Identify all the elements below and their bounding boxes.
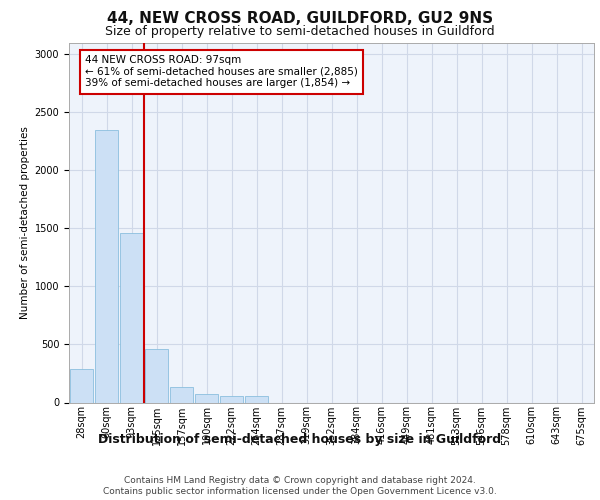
Bar — [95, 130, 118, 402]
Bar — [194, 394, 218, 402]
Bar — [170, 388, 193, 402]
Bar — [220, 396, 244, 402]
Text: 44, NEW CROSS ROAD, GUILDFORD, GU2 9NS: 44, NEW CROSS ROAD, GUILDFORD, GU2 9NS — [107, 11, 493, 26]
Bar — [119, 233, 143, 402]
Text: Size of property relative to semi-detached houses in Guildford: Size of property relative to semi-detach… — [105, 25, 495, 38]
Y-axis label: Number of semi-detached properties: Number of semi-detached properties — [20, 126, 31, 319]
Text: 44 NEW CROSS ROAD: 97sqm
← 61% of semi-detached houses are smaller (2,885)
39% o: 44 NEW CROSS ROAD: 97sqm ← 61% of semi-d… — [85, 56, 358, 88]
Text: Contains HM Land Registry data © Crown copyright and database right 2024.: Contains HM Land Registry data © Crown c… — [124, 476, 476, 485]
Bar — [70, 369, 94, 402]
Bar — [245, 396, 268, 402]
Text: Contains public sector information licensed under the Open Government Licence v3: Contains public sector information licen… — [103, 487, 497, 496]
Text: Distribution of semi-detached houses by size in Guildford: Distribution of semi-detached houses by … — [98, 433, 502, 446]
Bar — [145, 349, 169, 403]
